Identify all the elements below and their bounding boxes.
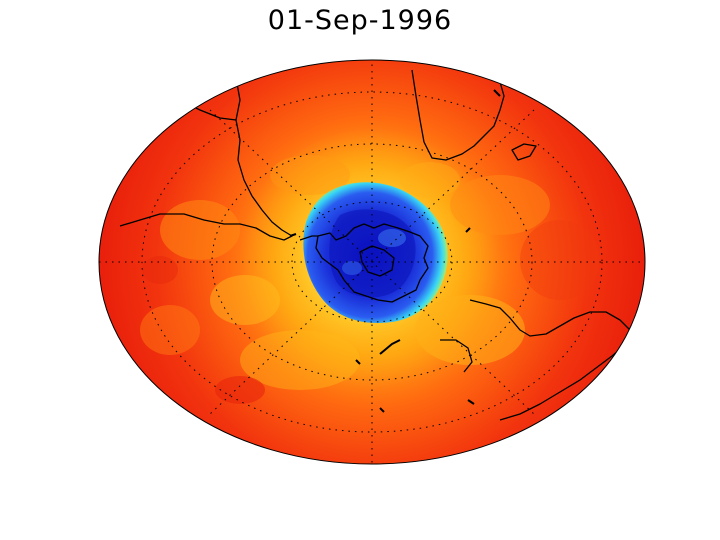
globe-outline (98, 59, 646, 465)
africa-coastline (411, 69, 505, 161)
map-title: 01-Sep-1996 (267, 5, 453, 36)
graticule (99, 60, 645, 464)
australia-coastline (469, 299, 631, 421)
antarctica-coastline (315, 223, 429, 303)
ozone-field (99, 60, 645, 464)
coastlines (119, 69, 631, 421)
